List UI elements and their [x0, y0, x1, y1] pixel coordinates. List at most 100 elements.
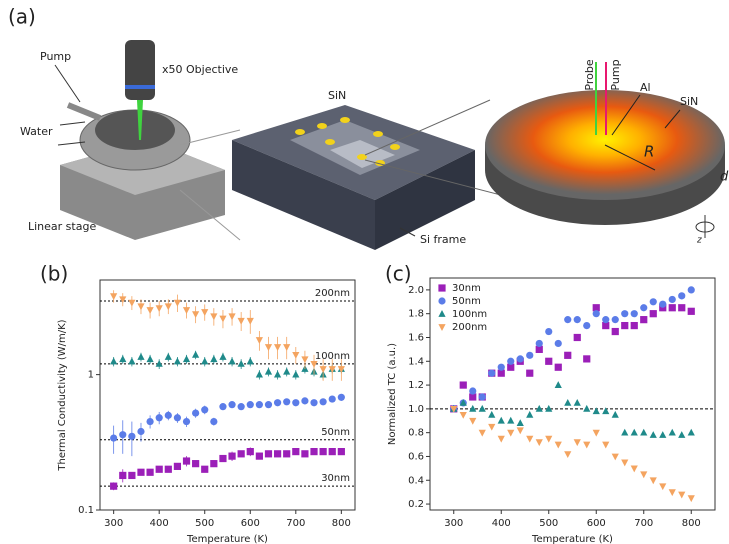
- label: x50 Objective: [162, 63, 238, 76]
- y-tick-label: 0.2: [408, 499, 424, 510]
- point: [621, 429, 628, 436]
- point: [488, 370, 495, 377]
- point: [283, 398, 290, 405]
- label: Linear stage: [28, 220, 96, 233]
- objective: [125, 40, 155, 100]
- objective-ring: [125, 85, 155, 89]
- panel-label: (a): [8, 5, 36, 29]
- point: [574, 439, 581, 446]
- point: [201, 406, 208, 413]
- point: [583, 405, 590, 412]
- point: [247, 358, 254, 365]
- legend-marker: [438, 297, 445, 304]
- point: [678, 431, 685, 438]
- point: [110, 483, 117, 490]
- label: Al: [640, 81, 651, 94]
- point: [228, 358, 235, 365]
- point: [183, 307, 190, 314]
- point: [688, 495, 695, 502]
- point: [256, 453, 263, 460]
- legend-label: 30nm: [452, 283, 481, 294]
- x-tick-label: 500: [539, 518, 558, 529]
- point: [238, 360, 245, 367]
- point: [498, 436, 505, 443]
- point: [507, 358, 514, 365]
- y-tick-label: 1.4: [408, 356, 424, 367]
- y-tick-label: 1.0: [408, 404, 424, 415]
- point: [329, 366, 336, 373]
- point: [469, 418, 476, 425]
- point: [174, 414, 181, 421]
- point: [688, 286, 695, 293]
- point: [156, 305, 163, 312]
- point: [247, 448, 254, 455]
- point: [310, 399, 317, 406]
- x-tick-label: 400: [150, 518, 169, 529]
- point: [165, 303, 172, 310]
- point: [545, 358, 552, 365]
- point: [156, 414, 163, 421]
- legend-label: 50nm: [452, 296, 481, 307]
- y-tick-label: 0.4: [408, 475, 424, 486]
- point: [274, 450, 281, 457]
- point: [593, 407, 600, 414]
- point: [338, 394, 345, 401]
- point: [301, 356, 308, 363]
- point: [583, 322, 590, 329]
- point: [219, 403, 226, 410]
- point: [137, 469, 144, 476]
- point: [119, 355, 126, 362]
- point: [555, 340, 562, 347]
- point: [201, 466, 208, 473]
- point: [517, 427, 524, 434]
- point: [659, 483, 666, 490]
- label: SiN: [328, 89, 346, 102]
- point: [612, 316, 619, 323]
- legend-label: 100nm: [452, 309, 487, 320]
- point: [238, 318, 245, 325]
- label: Probe: [583, 59, 596, 90]
- point: [555, 364, 562, 371]
- point: [201, 358, 208, 365]
- y-tick-label: 0.1: [78, 505, 94, 516]
- y-tick-label: 1.2: [408, 380, 424, 391]
- panel-a: (a) Pump x50 Objective Water Linear stag…: [8, 5, 729, 251]
- point: [469, 387, 476, 394]
- series-label: 200nm: [315, 288, 350, 299]
- point: [219, 353, 226, 360]
- point: [602, 442, 609, 449]
- point: [128, 358, 135, 365]
- point: [574, 334, 581, 341]
- point: [488, 411, 495, 418]
- point: [110, 358, 117, 365]
- point: [574, 399, 581, 406]
- figure: (a) Pump x50 Objective Water Linear stag…: [0, 0, 729, 544]
- point: [228, 313, 235, 320]
- point: [593, 430, 600, 437]
- label: d: [720, 170, 729, 185]
- y-tick-label: 1: [88, 370, 94, 381]
- x-tick-label: 800: [682, 518, 701, 529]
- point: [292, 448, 299, 455]
- point: [612, 328, 619, 335]
- point: [536, 405, 543, 412]
- point: [631, 310, 638, 317]
- point: [274, 371, 281, 378]
- point: [119, 472, 126, 479]
- point: [156, 466, 163, 473]
- point: [201, 309, 208, 316]
- label: z: [696, 236, 702, 246]
- point: [174, 358, 181, 365]
- label: Water: [20, 125, 53, 138]
- point: [669, 296, 676, 303]
- point: [564, 352, 571, 359]
- point: [174, 463, 181, 470]
- point: [631, 465, 638, 472]
- point: [210, 313, 217, 320]
- label: Pump: [40, 50, 71, 63]
- point: [128, 300, 135, 307]
- point: [621, 322, 628, 329]
- point: [110, 434, 117, 441]
- point: [137, 428, 144, 435]
- point: [631, 322, 638, 329]
